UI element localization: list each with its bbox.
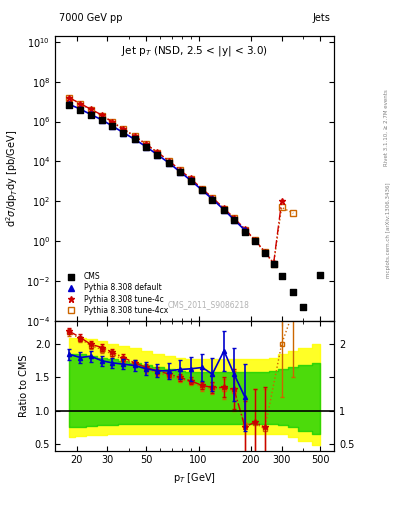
Y-axis label: Ratio to CMS: Ratio to CMS: [19, 354, 29, 417]
Pythia 8.308 default: [188, 177, 193, 183]
Pythia 8.308 tune-4c: [243, 226, 248, 232]
Pythia 8.308 default: [155, 152, 160, 158]
Pythia 8.308 tune-4c: [66, 95, 71, 101]
Pythia 8.308 tune-4c: [167, 158, 172, 164]
Pythia 8.308 default: [167, 160, 172, 166]
CMS: [87, 111, 94, 119]
Text: 7000 GeV pp: 7000 GeV pp: [59, 13, 123, 23]
Pythia 8.308 tune-4cx: [210, 195, 215, 201]
CMS: [120, 129, 127, 137]
CMS: [176, 168, 183, 176]
Pythia 8.308 tune-4c: [271, 260, 276, 266]
Pythia 8.308 tune-4cx: [291, 210, 296, 217]
Pythia 8.308 tune-4cx: [243, 227, 248, 233]
Pythia 8.308 tune-4c: [222, 205, 226, 211]
CMS: [300, 303, 307, 311]
Pythia 8.308 tune-4cx: [263, 249, 267, 255]
CMS: [242, 228, 248, 236]
CMS: [209, 196, 215, 204]
Text: Jets: Jets: [312, 13, 330, 23]
Pythia 8.308 default: [121, 130, 126, 136]
CMS: [279, 272, 285, 280]
Pythia 8.308 default: [132, 136, 137, 142]
Pythia 8.308 default: [110, 123, 115, 129]
Pythia 8.308 tune-4cx: [188, 176, 193, 182]
Pythia 8.308 tune-4c: [155, 149, 160, 155]
CMS: [262, 249, 268, 258]
Line: Pythia 8.308 default: Pythia 8.308 default: [66, 101, 248, 233]
Pythia 8.308 tune-4c: [252, 237, 257, 243]
Pythia 8.308 default: [200, 187, 205, 194]
Pythia 8.308 tune-4cx: [121, 126, 126, 133]
Pythia 8.308 tune-4cx: [252, 238, 257, 244]
Pythia 8.308 tune-4cx: [110, 119, 115, 125]
CMS: [132, 135, 138, 143]
Pythia 8.308 tune-4c: [132, 133, 137, 139]
Pythia 8.308 tune-4c: [144, 141, 149, 147]
CMS: [199, 186, 206, 195]
CMS: [187, 177, 194, 185]
Pythia 8.308 tune-4c: [88, 106, 93, 112]
CMS: [221, 206, 227, 215]
CMS: [99, 116, 105, 124]
CMS: [252, 237, 258, 245]
Pythia 8.308 tune-4c: [100, 112, 105, 118]
CMS: [231, 217, 237, 225]
Pythia 8.308 default: [243, 227, 248, 233]
CMS: [66, 101, 72, 109]
Pythia 8.308 default: [222, 207, 226, 213]
Pythia 8.308 tune-4c: [121, 126, 126, 132]
Pythia 8.308 default: [88, 111, 93, 117]
Pythia 8.308 tune-4c: [210, 195, 215, 201]
Line: Pythia 8.308 tune-4c: Pythia 8.308 tune-4c: [65, 94, 285, 267]
Pythia 8.308 tune-4cx: [78, 101, 83, 107]
Pythia 8.308 default: [78, 106, 83, 112]
Pythia 8.308 tune-4cx: [88, 106, 93, 113]
Pythia 8.308 tune-4cx: [66, 95, 71, 101]
Pythia 8.308 tune-4cx: [222, 206, 226, 212]
Pythia 8.308 default: [232, 217, 237, 223]
CMS: [109, 122, 116, 130]
Pythia 8.308 tune-4cx: [155, 150, 160, 156]
Pythia 8.308 tune-4cx: [232, 215, 237, 221]
Pythia 8.308 tune-4cx: [200, 186, 205, 193]
Pythia 8.308 default: [210, 196, 215, 202]
Line: Pythia 8.308 tune-4cx: Pythia 8.308 tune-4cx: [66, 95, 296, 266]
Pythia 8.308 tune-4c: [78, 100, 83, 106]
Pythia 8.308 tune-4cx: [271, 261, 276, 267]
Pythia 8.308 default: [66, 101, 71, 107]
Text: CMS_2011_S9086218: CMS_2011_S9086218: [167, 301, 250, 310]
Legend: CMS, Pythia 8.308 default, Pythia 8.308 tune-4c, Pythia 8.308 tune-4cx: CMS, Pythia 8.308 default, Pythia 8.308 …: [59, 270, 171, 317]
Pythia 8.308 tune-4cx: [279, 204, 284, 210]
Pythia 8.308 tune-4c: [177, 167, 182, 173]
CMS: [77, 105, 84, 114]
Pythia 8.308 default: [177, 168, 182, 175]
Pythia 8.308 default: [100, 117, 105, 123]
CMS: [290, 287, 296, 295]
Pythia 8.308 tune-4c: [188, 176, 193, 182]
Pythia 8.308 tune-4cx: [132, 133, 137, 139]
Pythia 8.308 tune-4c: [263, 248, 267, 254]
Pythia 8.308 tune-4cx: [100, 113, 105, 119]
Pythia 8.308 tune-4c: [279, 198, 284, 204]
Y-axis label: d$^2\sigma$/dp$_T$dy [pb/GeV]: d$^2\sigma$/dp$_T$dy [pb/GeV]: [5, 130, 20, 227]
X-axis label: p$_T$ [GeV]: p$_T$ [GeV]: [173, 471, 216, 485]
Pythia 8.308 default: [144, 144, 149, 150]
CMS: [317, 271, 323, 279]
Pythia 8.308 tune-4cx: [144, 141, 149, 147]
Pythia 8.308 tune-4c: [110, 119, 115, 125]
Text: mcplots.cern.ch [arXiv:1306.3436]: mcplots.cern.ch [arXiv:1306.3436]: [386, 183, 391, 278]
Text: Jet p$_T$ (NSD, 2.5 < |y| < 3.0): Jet p$_T$ (NSD, 2.5 < |y| < 3.0): [121, 45, 268, 58]
CMS: [154, 151, 160, 159]
Text: Rivet 3.1.10, ≥ 2.7M events: Rivet 3.1.10, ≥ 2.7M events: [384, 90, 389, 166]
Pythia 8.308 tune-4c: [232, 215, 237, 221]
Pythia 8.308 tune-4c: [200, 186, 205, 192]
Pythia 8.308 tune-4cx: [167, 158, 172, 164]
CMS: [270, 260, 277, 268]
CMS: [166, 159, 173, 167]
CMS: [143, 143, 149, 151]
Pythia 8.308 tune-4cx: [177, 167, 182, 173]
